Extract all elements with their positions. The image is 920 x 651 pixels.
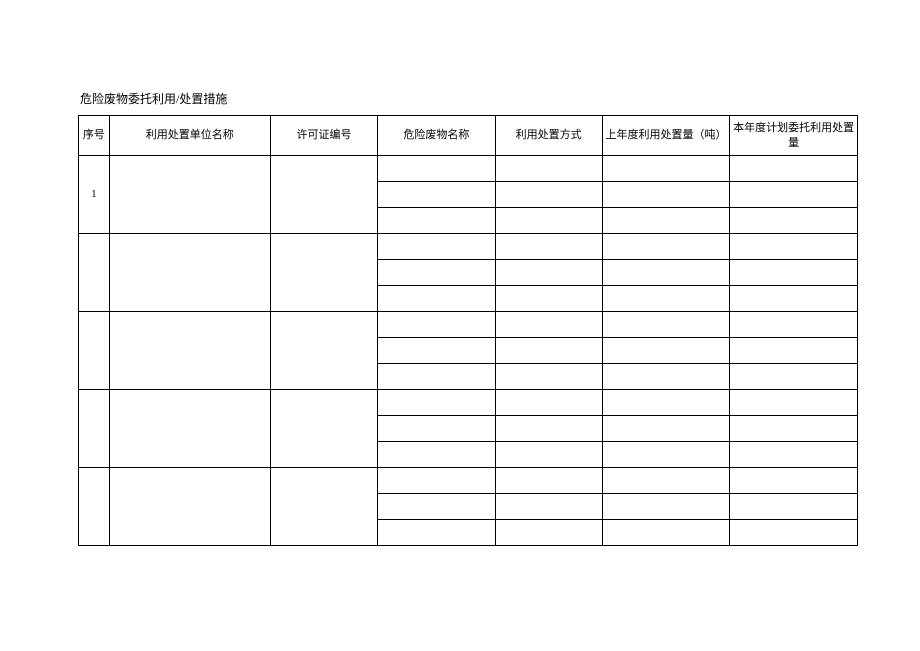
table-title: 危险废物委托利用/处置措施 <box>80 90 920 107</box>
cell-waste-name <box>378 286 495 312</box>
header-license-no: 许可证编号 <box>270 116 377 156</box>
cell-method <box>495 468 602 494</box>
cell-last-year <box>602 312 730 338</box>
cell-waste-name <box>378 234 495 260</box>
cell-license-no <box>270 468 377 546</box>
cell-last-year <box>602 156 730 182</box>
cell-waste-name <box>378 520 495 546</box>
cell-this-year <box>730 208 858 234</box>
cell-seq: 1 <box>79 156 110 234</box>
cell-license-no <box>270 234 377 312</box>
cell-last-year <box>602 416 730 442</box>
cell-this-year <box>730 390 858 416</box>
cell-this-year <box>730 468 858 494</box>
cell-last-year <box>602 208 730 234</box>
cell-this-year <box>730 182 858 208</box>
cell-last-year <box>602 390 730 416</box>
cell-last-year <box>602 520 730 546</box>
cell-method <box>495 494 602 520</box>
header-last-year: 上年度利用处置量（吨） <box>602 116 730 156</box>
cell-method <box>495 156 602 182</box>
cell-waste-name <box>378 468 495 494</box>
cell-method <box>495 208 602 234</box>
cell-last-year <box>602 442 730 468</box>
cell-license-no <box>270 390 377 468</box>
header-unit-name: 利用处置单位名称 <box>109 116 270 156</box>
cell-last-year <box>602 234 730 260</box>
cell-last-year <box>602 364 730 390</box>
header-seq: 序号 <box>79 116 110 156</box>
cell-last-year <box>602 286 730 312</box>
cell-this-year <box>730 234 858 260</box>
cell-seq <box>79 468 110 546</box>
cell-waste-name <box>378 390 495 416</box>
cell-unit-name <box>109 390 270 468</box>
cell-last-year <box>602 182 730 208</box>
cell-seq <box>79 390 110 468</box>
cell-this-year <box>730 494 858 520</box>
cell-waste-name <box>378 260 495 286</box>
table-row <box>79 312 858 338</box>
cell-this-year <box>730 156 858 182</box>
table-row <box>79 468 858 494</box>
cell-method <box>495 416 602 442</box>
cell-waste-name <box>378 416 495 442</box>
cell-method <box>495 520 602 546</box>
cell-method <box>495 442 602 468</box>
cell-unit-name <box>109 312 270 390</box>
cell-waste-name <box>378 312 495 338</box>
cell-method <box>495 364 602 390</box>
cell-this-year <box>730 416 858 442</box>
table-row: 1 <box>79 156 858 182</box>
cell-this-year <box>730 260 858 286</box>
table-row <box>79 390 858 416</box>
table-header-row: 序号 利用处置单位名称 许可证编号 危险废物名称 利用处置方式 上年度利用处置量… <box>79 116 858 156</box>
cell-method <box>495 390 602 416</box>
cell-unit-name <box>109 156 270 234</box>
cell-waste-name <box>378 494 495 520</box>
cell-unit-name <box>109 468 270 546</box>
cell-last-year <box>602 260 730 286</box>
cell-method <box>495 182 602 208</box>
cell-method <box>495 234 602 260</box>
cell-last-year <box>602 468 730 494</box>
cell-method <box>495 338 602 364</box>
cell-method <box>495 260 602 286</box>
cell-unit-name <box>109 234 270 312</box>
cell-waste-name <box>378 442 495 468</box>
cell-this-year <box>730 312 858 338</box>
header-method: 利用处置方式 <box>495 116 602 156</box>
table-row <box>79 234 858 260</box>
cell-this-year <box>730 442 858 468</box>
cell-seq <box>79 234 110 312</box>
cell-this-year <box>730 364 858 390</box>
cell-this-year <box>730 338 858 364</box>
cell-last-year <box>602 494 730 520</box>
cell-waste-name <box>378 208 495 234</box>
cell-last-year <box>602 338 730 364</box>
cell-license-no <box>270 156 377 234</box>
cell-waste-name <box>378 364 495 390</box>
cell-waste-name <box>378 338 495 364</box>
waste-disposal-table: 序号 利用处置单位名称 许可证编号 危险废物名称 利用处置方式 上年度利用处置量… <box>78 115 858 546</box>
header-waste-name: 危险废物名称 <box>378 116 495 156</box>
cell-waste-name <box>378 182 495 208</box>
cell-method <box>495 286 602 312</box>
cell-seq <box>79 312 110 390</box>
cell-waste-name <box>378 156 495 182</box>
cell-this-year <box>730 286 858 312</box>
page-wrapper: 危险废物委托利用/处置措施 序号 利用处置单位名称 许可证编号 危险废物名称 利… <box>0 0 920 546</box>
cell-license-no <box>270 312 377 390</box>
header-this-year: 本年度计划委托利用处置量 <box>730 116 858 156</box>
cell-method <box>495 312 602 338</box>
cell-this-year <box>730 520 858 546</box>
